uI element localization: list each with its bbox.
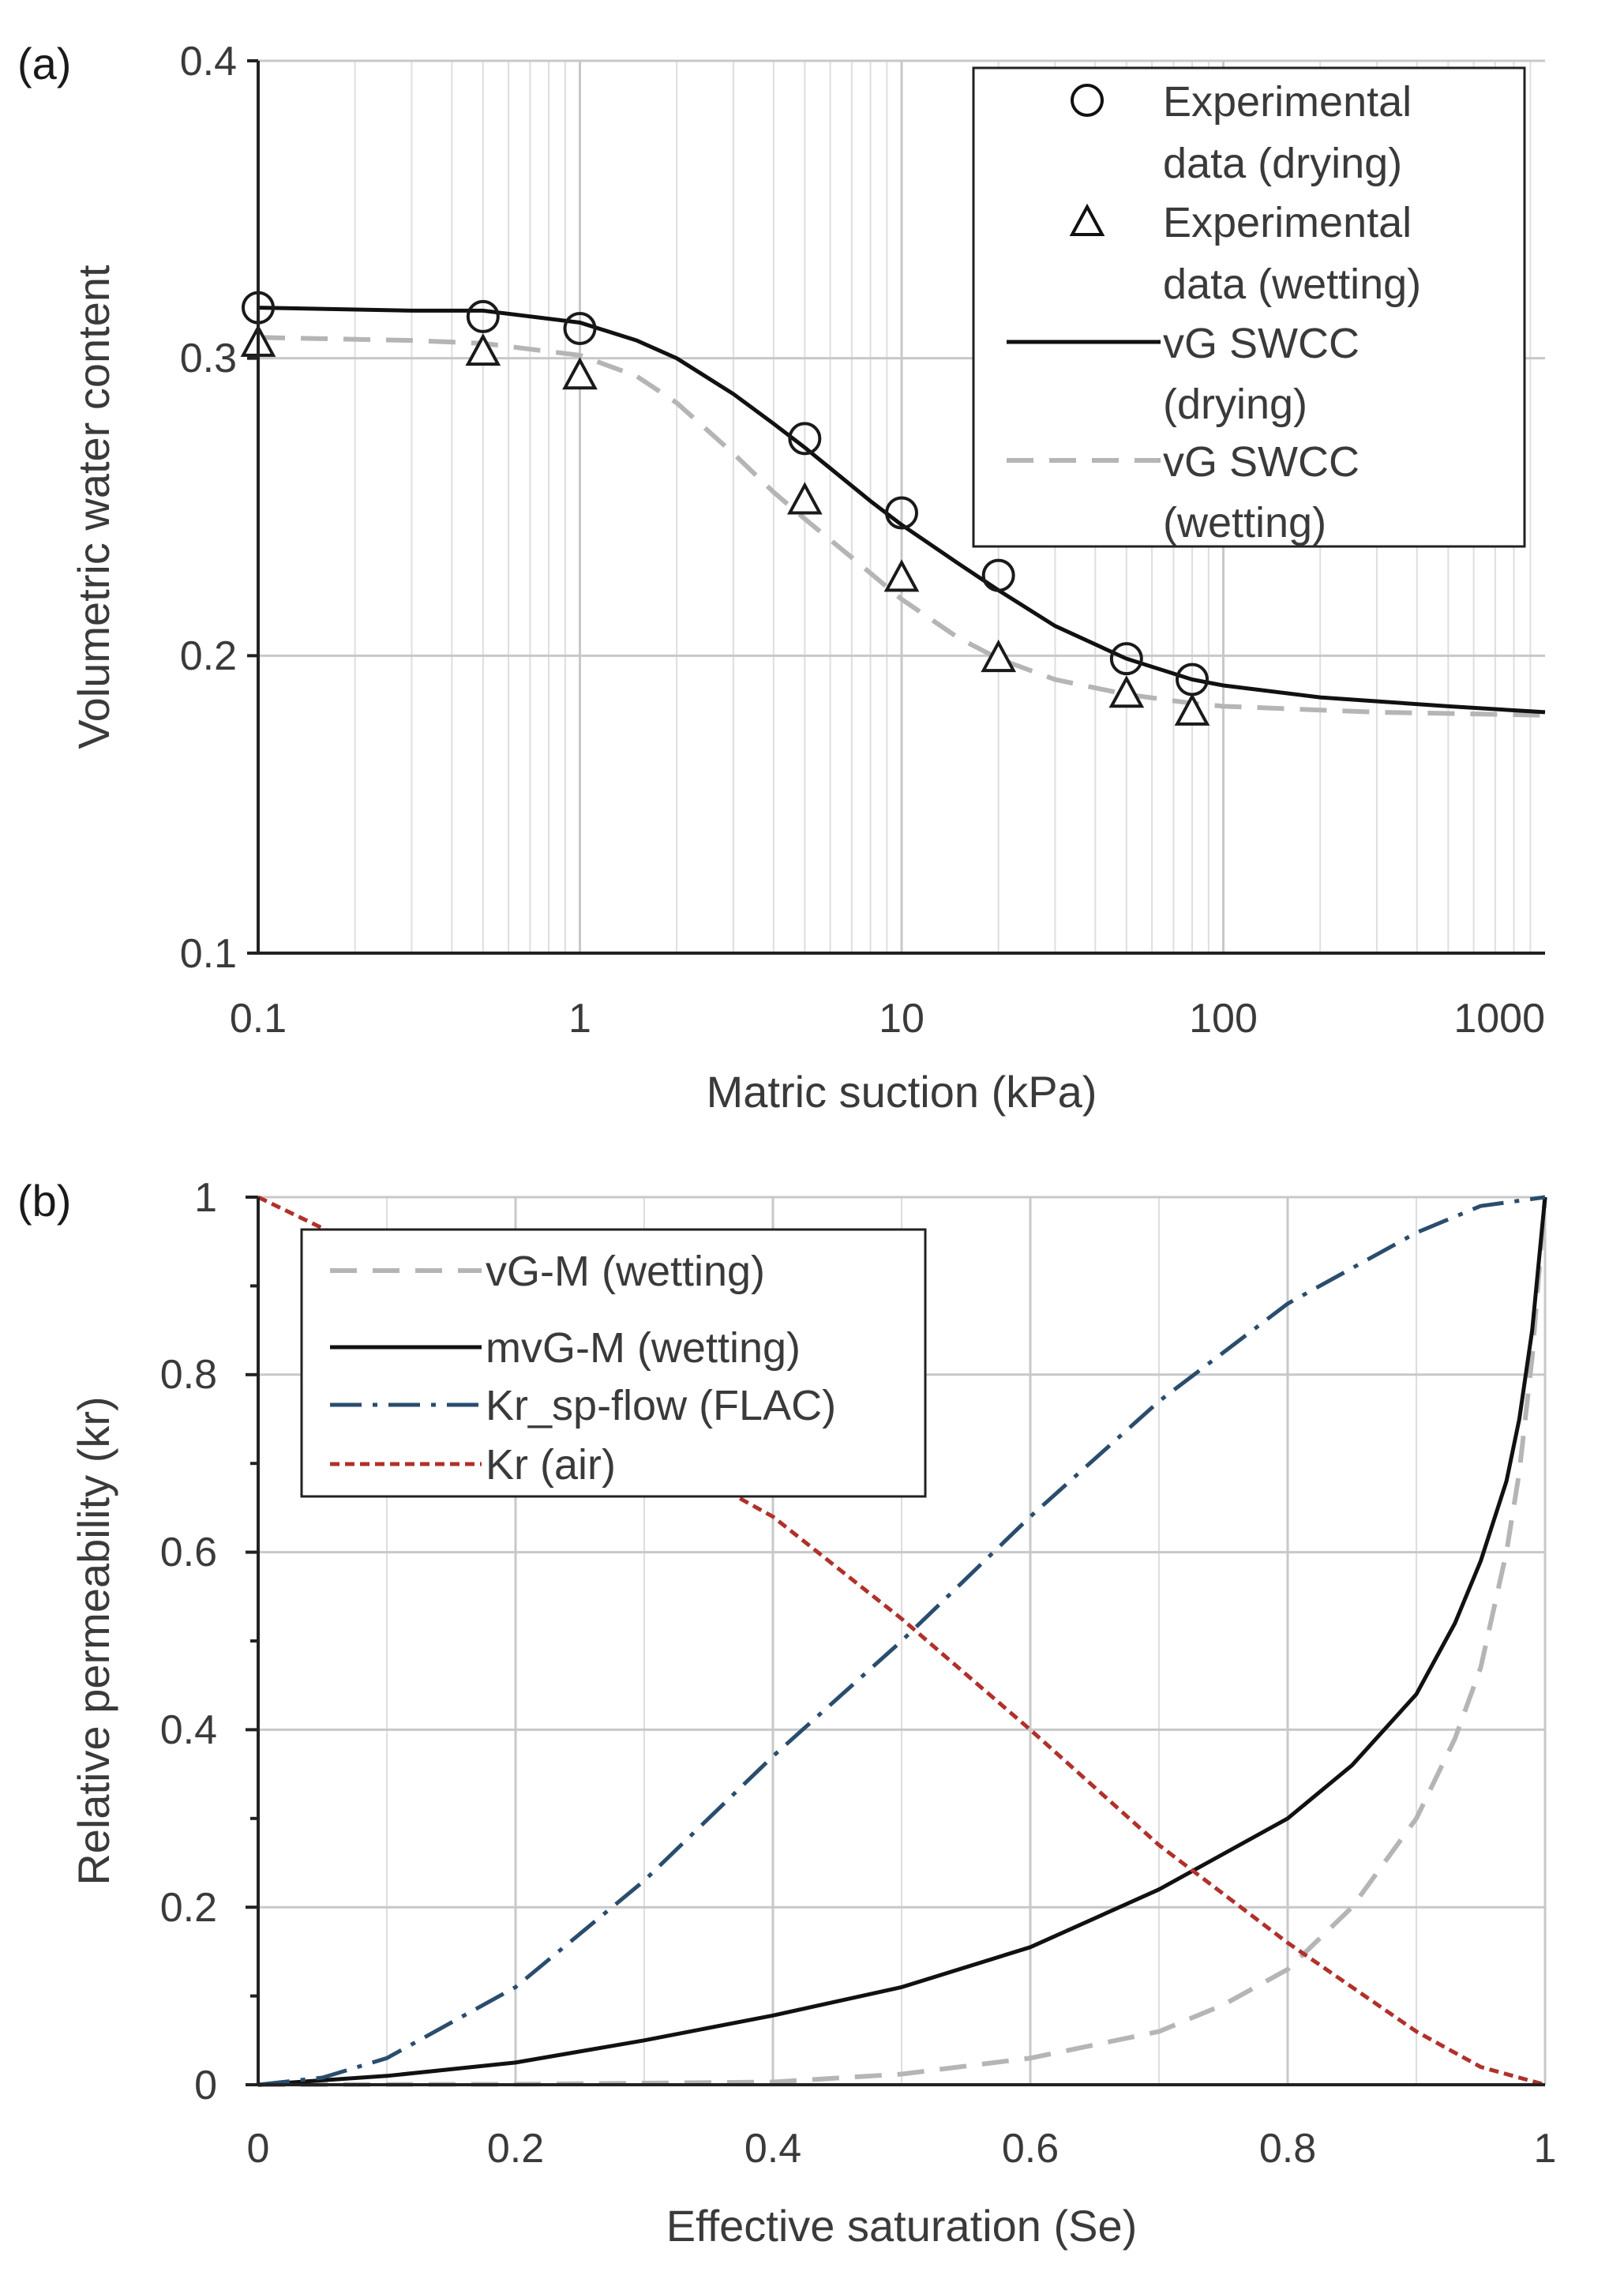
legend-a-label: (drying): [1163, 381, 1307, 428]
panel-a-legend-box: [972, 66, 1526, 548]
a-ytick-label: 0.1: [180, 931, 237, 977]
a-ytick-label: 0.3: [180, 336, 237, 381]
panel-b-legend-box: [300, 1228, 927, 1498]
panel-b-legend: vG-M (wetting) mvG-M (wetting) Kr_sp-flo…: [300, 1228, 927, 1498]
b-ytick-label: 0.8: [160, 1352, 217, 1398]
panel-a: (a) Matric suction (kPa) Volumetric wate…: [17, 39, 1546, 1117]
panel-a-x-tick-labels: 0.1 1 10 100 1000: [230, 996, 1545, 1042]
b-xtick-label: 1: [1534, 2126, 1557, 2172]
legend-b-label: vG-M (wetting): [486, 1248, 765, 1295]
legend-a-label: vG SWCC: [1163, 320, 1360, 367]
a-ytick-label: 0.4: [180, 39, 237, 84]
legend-circle-marker: [1071, 84, 1104, 117]
mvg-m-wetting-line: [257, 1196, 1547, 2087]
vg-m-wetting-line: [257, 1196, 1547, 2087]
panel-b-y-tick-labels: 0 0.2 0.4 0.6 0.8 1: [160, 1175, 217, 2108]
wetting-data-point: [883, 559, 920, 592]
a-ytick-label: 0.2: [180, 633, 237, 679]
legend-a-label: vG SWCC: [1163, 438, 1360, 486]
panel-b-y-label: Relative permeability (kr): [69, 1396, 118, 1885]
wetting-data-point: [786, 482, 823, 515]
legend-b-label: Kr_sp-flow (FLAC): [486, 1382, 836, 1429]
panel-a-x-label: Matric suction (kPa): [707, 1067, 1097, 1117]
panel-b-x-tick-labels: 0 0.2 0.4 0.6 0.8 1: [247, 2126, 1557, 2172]
panel-b: (b) Effective saturation (Se) Relative p…: [17, 1175, 1556, 2251]
a-xtick-label: 1: [568, 996, 591, 1042]
legend-a-label: Experimental: [1163, 78, 1412, 126]
legend-b-label: mvG-M (wetting): [486, 1324, 801, 1372]
legend-b-label: Kr (air): [486, 1441, 616, 1489]
panel-b-y-ticks: [246, 1196, 258, 2086]
b-ytick-label: 0.2: [160, 1885, 217, 1931]
panel-b-label: (b): [17, 1176, 71, 1226]
a-xtick-label: 1000: [1453, 996, 1545, 1042]
drying-data-point: [466, 299, 500, 333]
panel-a-y-ticks: [247, 59, 258, 955]
vg-swcc-drying-line: [257, 306, 1546, 715]
drying-data-point: [563, 312, 597, 345]
kr-sp-flow-line: [257, 1195, 1546, 2087]
wetting-data-point: [1108, 675, 1145, 708]
b-ytick-label: 0.6: [160, 1530, 217, 1575]
wetting-data-point: [981, 639, 1017, 673]
a-xtick-label: 100: [1189, 996, 1258, 1042]
legend-a-label: (wetting): [1163, 499, 1326, 546]
b-ytick-label: 0: [194, 2063, 217, 2108]
drying-data-point: [1176, 663, 1210, 696]
legend-a-label: data (wetting): [1163, 261, 1421, 308]
wetting-data-point: [562, 357, 598, 390]
legend-a-label: data (drying): [1163, 140, 1402, 187]
legend-triangle-marker: [1069, 203, 1105, 236]
panel-a-series: [240, 291, 1546, 726]
drying-data-point: [1109, 642, 1143, 676]
wetting-data-point: [1174, 693, 1210, 726]
b-ytick-label: 0.4: [160, 1707, 217, 1753]
b-xtick-label: 0.2: [487, 2126, 544, 2172]
panel-a-legend: Experimental data (drying) Experimental …: [972, 66, 1526, 548]
panel-b-x-label: Effective saturation (Se): [666, 2201, 1138, 2251]
drying-data-point: [788, 422, 822, 456]
b-xtick-label: 0.6: [1002, 2126, 1059, 2172]
panel-a-label: (a): [17, 39, 71, 88]
legend-a-label: Experimental: [1163, 199, 1412, 246]
wetting-data-point: [465, 332, 501, 366]
drying-data-point: [981, 558, 1015, 592]
a-xtick-label: 10: [879, 996, 925, 1042]
b-xtick-label: 0.8: [1259, 2126, 1316, 2172]
b-xtick-label: 0.4: [744, 2126, 801, 2172]
b-ytick-label: 1: [194, 1175, 217, 1221]
b-xtick-label: 0: [247, 2126, 270, 2172]
drying-data-point: [885, 496, 918, 530]
panel-a-y-label: Volumetric water content: [69, 265, 118, 749]
a-xtick-label: 0.1: [230, 996, 287, 1042]
panel-a-y-tick-labels: 0.1 0.2 0.3 0.4: [180, 39, 237, 977]
